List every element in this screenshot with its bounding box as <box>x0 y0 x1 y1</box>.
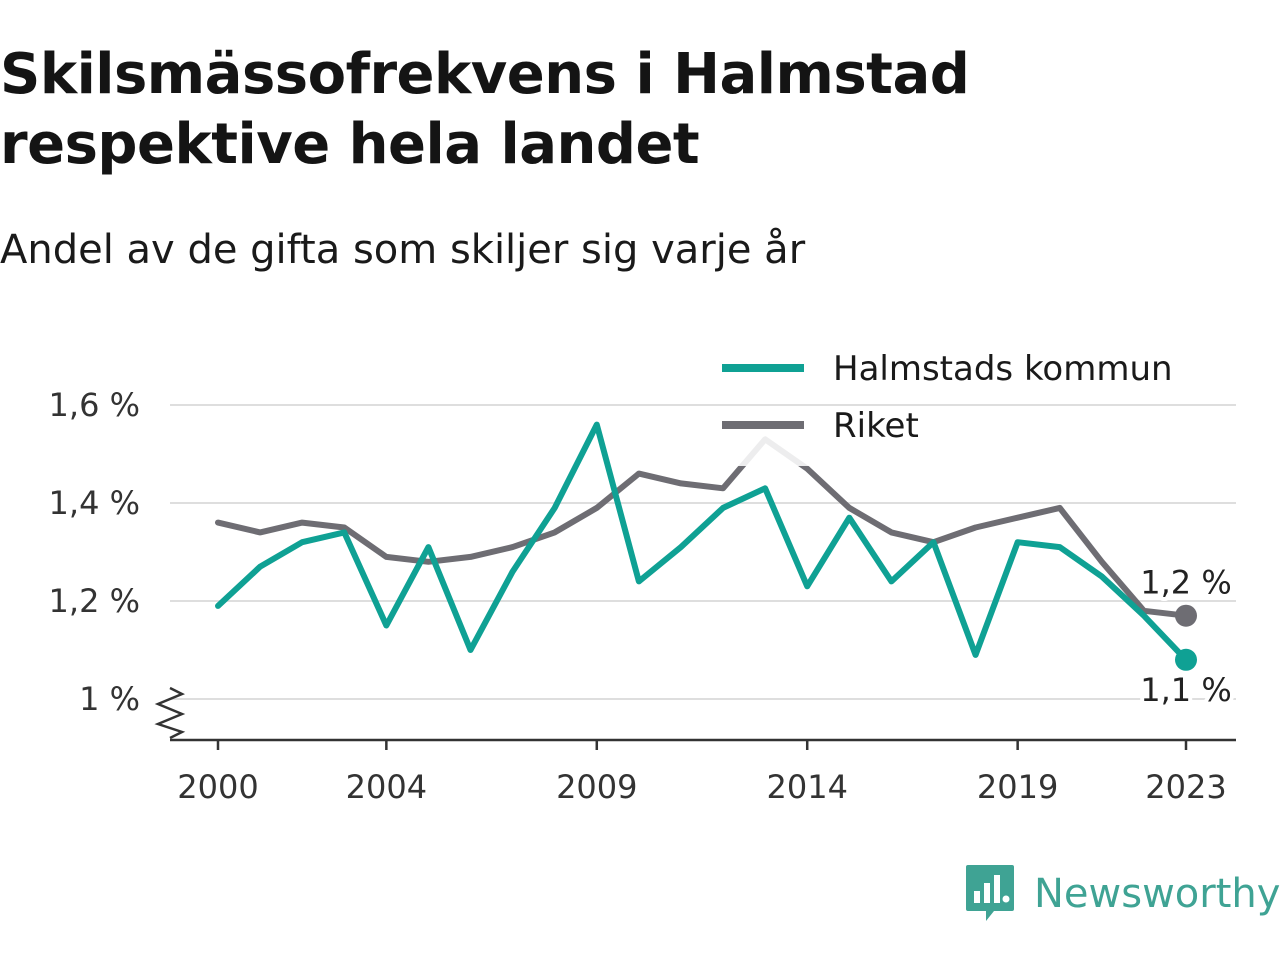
end-value-label: 1,1 % <box>1140 671 1231 709</box>
axis-break-icon <box>154 686 186 740</box>
x-tick-label: 2023 <box>1145 768 1226 806</box>
brand-name: Newsworthy <box>1034 871 1280 917</box>
chart-subtitle: Andel av de gifta som skiljer sig varje … <box>0 227 806 273</box>
series-line-halmstad <box>215 421 1189 663</box>
y-axis: 1 % 1,2 % 1,4 % 1,6 % <box>49 386 186 740</box>
legend-label: Halmstads kommun <box>833 349 1173 389</box>
y-tick-label: 1,2 % <box>49 582 140 620</box>
gridlines <box>170 404 1236 700</box>
end-labels: 1,1 % 1,2 % <box>1136 560 1235 713</box>
legend-label: Riket <box>833 406 919 446</box>
x-tick-label: 2014 <box>766 768 847 806</box>
end-point-marker <box>1175 648 1197 671</box>
x-tick-label: 2009 <box>556 768 637 806</box>
legend: Halmstads kommun Riket <box>708 349 1208 466</box>
legend-background <box>708 408 1208 466</box>
x-tick-label: 2000 <box>177 768 258 806</box>
end-point-marker <box>1175 604 1197 627</box>
y-tick-label: 1,6 % <box>49 386 140 424</box>
end-value-label: 1,2 % <box>1140 564 1231 602</box>
chart-title: Skilsmässofrekvens i Halmstad respektive… <box>0 42 970 177</box>
x-tick-label: 2004 <box>346 768 427 806</box>
newsworthy-logo-icon <box>966 865 1014 921</box>
series-line-riket <box>215 436 1189 619</box>
x-axis: 2000 2004 2009 2014 2019 2023 <box>170 738 1236 806</box>
brand-logo: Newsworthy <box>964 862 1280 926</box>
x-tick-label: 2019 <box>977 768 1058 806</box>
series-lines <box>215 421 1197 671</box>
y-tick-label: 1,4 % <box>49 484 140 522</box>
y-tick-label: 1 % <box>79 680 140 718</box>
